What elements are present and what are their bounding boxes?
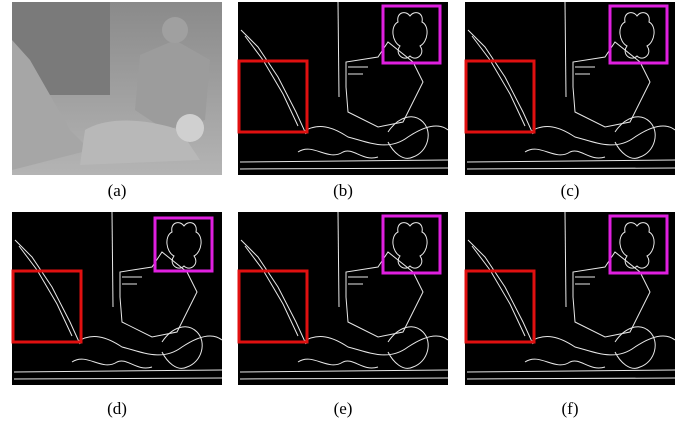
panel-a — [12, 2, 222, 175]
caption: (d) — [107, 399, 127, 418]
panel-e — [238, 212, 448, 385]
panel-f — [465, 212, 675, 385]
caption: (c) — [561, 181, 580, 200]
figure: (a) (b) (c) (d) (e) (f) — [0, 0, 689, 422]
panel-d — [12, 212, 222, 385]
panel-b — [238, 2, 448, 175]
panel-c — [465, 2, 675, 175]
caption: (f) — [562, 399, 579, 418]
caption: (a) — [108, 181, 127, 200]
caption: (b) — [333, 181, 353, 200]
caption: (e) — [334, 399, 353, 418]
